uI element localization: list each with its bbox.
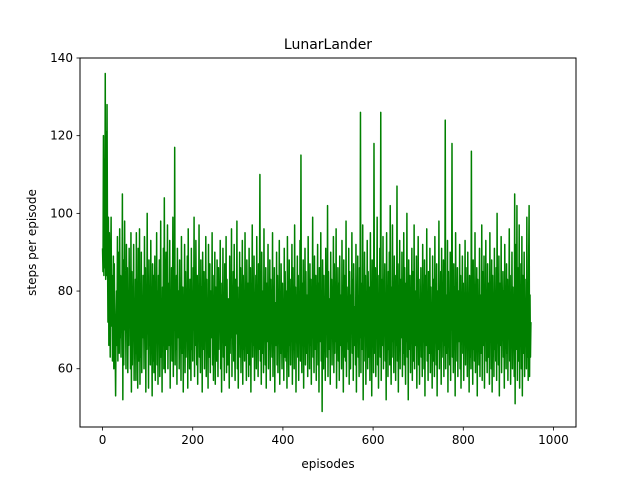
x-tick-label: 400	[271, 433, 294, 447]
x-tick-label: 1000	[538, 433, 569, 447]
x-tick-label: 200	[181, 433, 204, 447]
y-axis: 60 80 100 120 140	[50, 51, 80, 376]
y-tick-label: 140	[50, 51, 73, 65]
plot-area-frame	[79, 57, 577, 428]
y-axis-label: steps per episode	[25, 189, 39, 296]
y-tick-label: 120	[50, 129, 73, 143]
y-tick-label: 60	[58, 362, 73, 376]
series-layer	[101, 72, 532, 413]
x-axis: 0 200 400 600 800 1000	[99, 427, 569, 447]
y-tick-label: 100	[50, 206, 73, 220]
x-axis-label: episodes	[301, 457, 354, 471]
x-tick-label: 0	[99, 433, 107, 447]
y-tick-label: 80	[58, 284, 73, 298]
chart-title: LunarLander	[284, 37, 372, 53]
x-tick-label: 600	[362, 433, 385, 447]
series-line	[101, 72, 532, 413]
x-tick-label: 800	[452, 433, 475, 447]
